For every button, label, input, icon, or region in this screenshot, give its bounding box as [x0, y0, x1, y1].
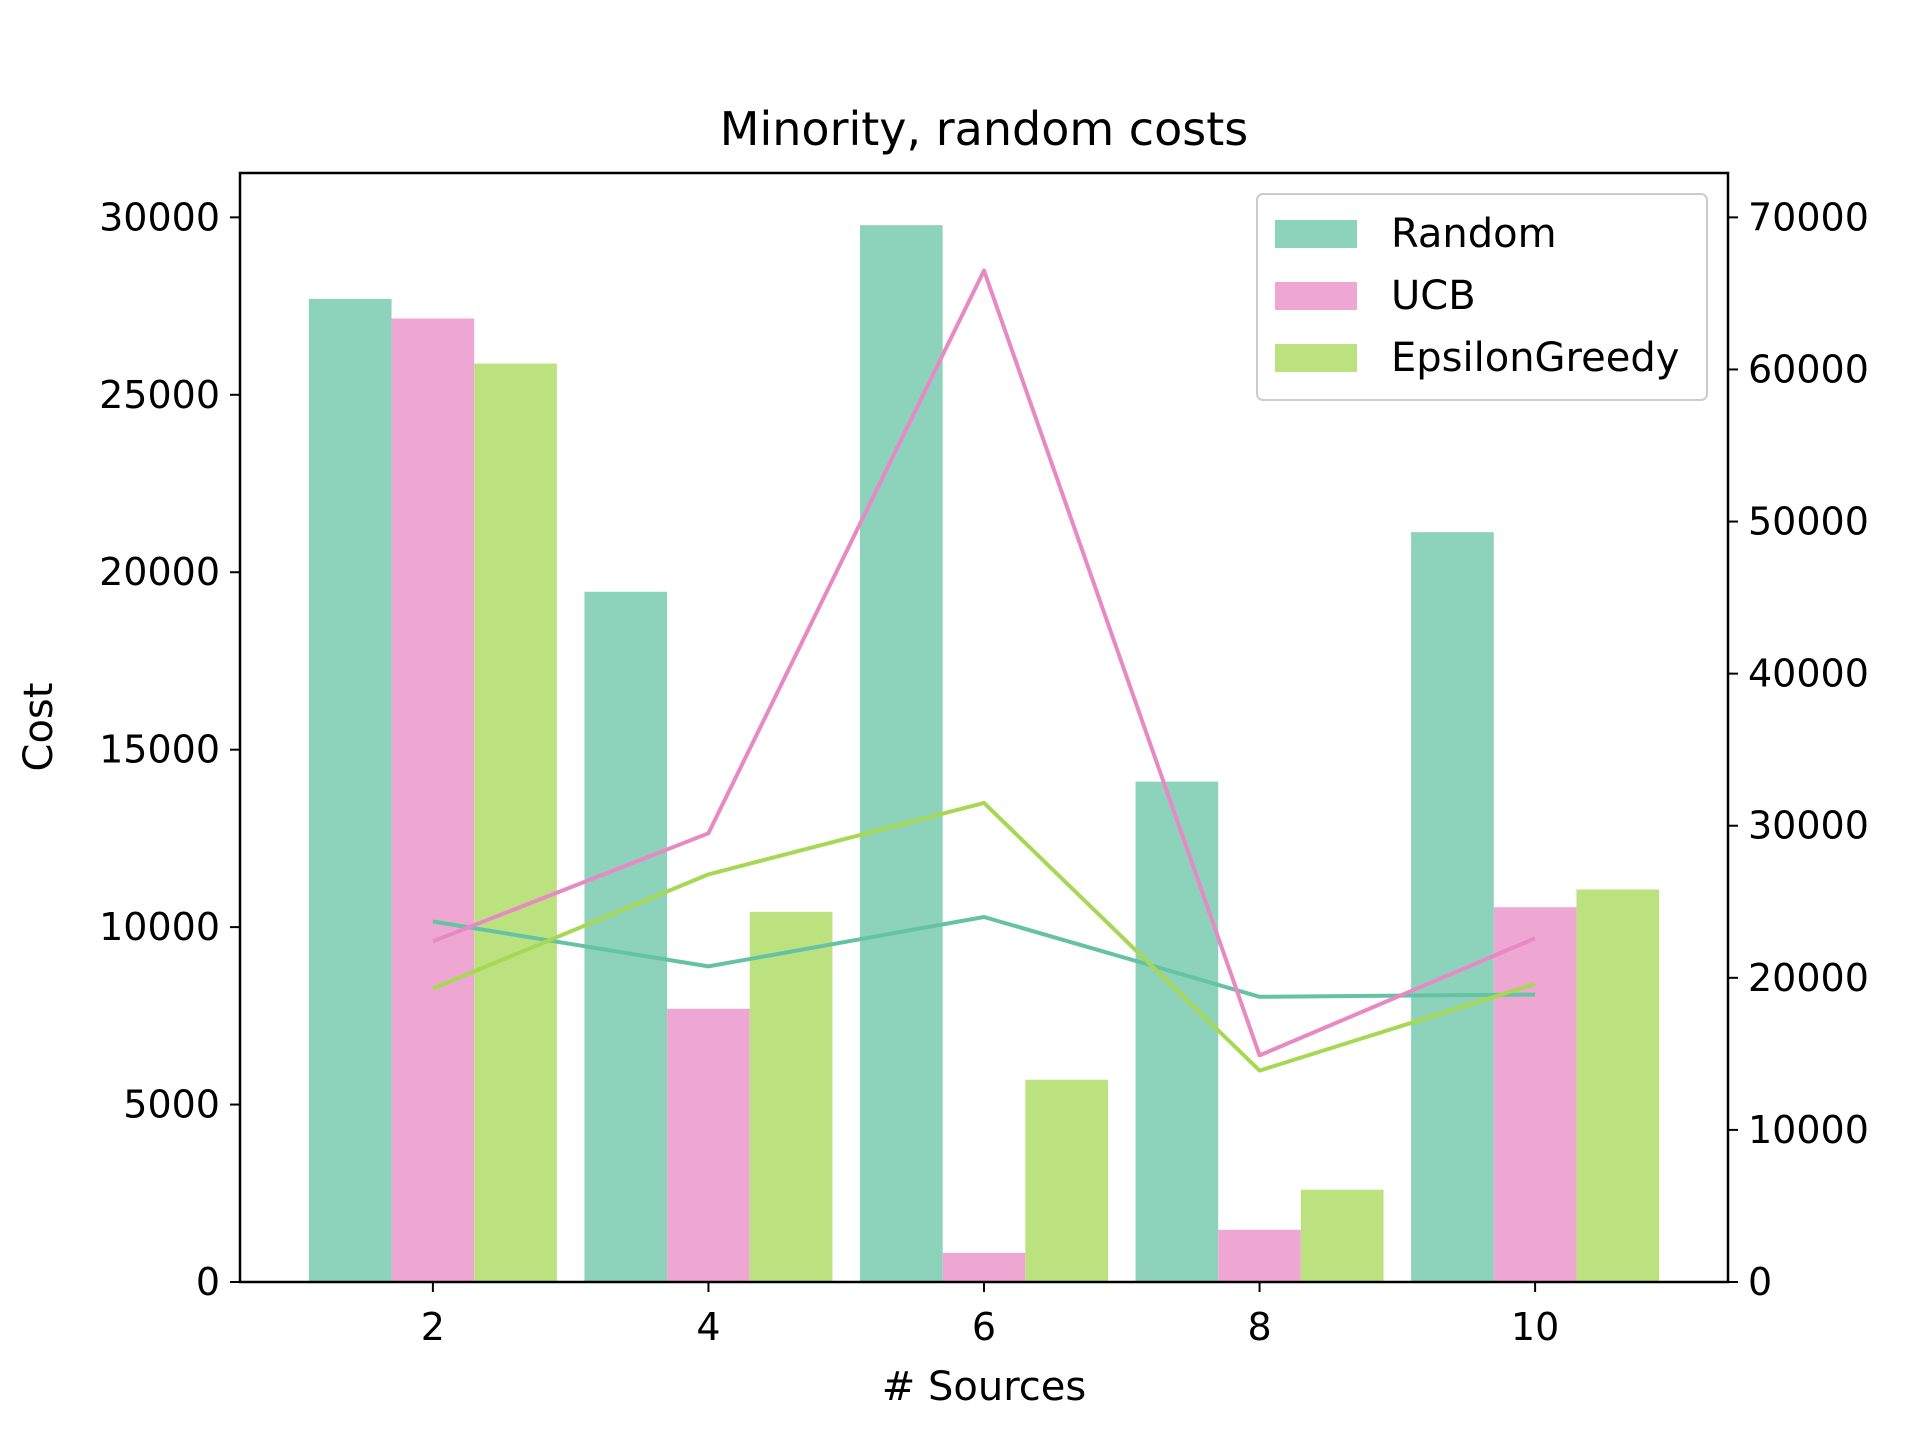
y-tick-label: 5000 [123, 1083, 220, 1127]
bar [1300, 1189, 1384, 1282]
x-tick-label: 8 [1247, 1305, 1271, 1349]
bar [1576, 889, 1660, 1282]
bar [942, 1252, 1026, 1282]
legend-swatch [1275, 344, 1357, 372]
legend-label: EpsilonGreedy [1391, 335, 1679, 381]
bar [667, 1008, 750, 1282]
bar [584, 591, 668, 1282]
series-line [432, 800, 1536, 1073]
y2-tick-label: 50000 [1748, 500, 1869, 544]
series-line [432, 915, 1536, 999]
legend-swatch [1275, 220, 1357, 248]
y-tick-label: 25000 [99, 373, 220, 417]
bar [860, 225, 943, 1282]
bar [474, 363, 557, 1282]
x-tick-label: 4 [696, 1305, 720, 1349]
x-axis-label: # Sources [882, 1364, 1086, 1410]
y-tick-label: 30000 [99, 195, 220, 239]
y2-tick-label: 40000 [1748, 652, 1869, 696]
series-line [432, 268, 1536, 1058]
x-axis: 2 4 6 8 10 [421, 1282, 1559, 1349]
y2-tick-label: 0 [1748, 1260, 1772, 1304]
bar [308, 298, 392, 1282]
y-axis-right: 0 10000 20000 30000 40000 50000 60000 70000 [1728, 195, 1869, 1304]
bars-group [308, 225, 1660, 1282]
y2-tick-label: 30000 [1748, 804, 1869, 848]
y2-tick-label: 10000 [1748, 1108, 1869, 1152]
bar [391, 318, 475, 1282]
y-tick-label: 0 [196, 1260, 220, 1304]
legend-swatch [1275, 282, 1357, 310]
y-tick-label: 20000 [99, 550, 220, 594]
x-tick-label: 2 [421, 1305, 445, 1349]
legend: Random UCB EpsilonGreedy [1256, 193, 1708, 401]
x-tick-label: 6 [972, 1305, 996, 1349]
y-axis-left: 0 5000 10000 15000 20000 25000 30000 [99, 195, 240, 1304]
y2-tick-label: 60000 [1748, 347, 1869, 391]
y2-tick-label: 20000 [1748, 956, 1869, 1000]
x-tick-label: 10 [1511, 1305, 1559, 1349]
bar [1025, 1079, 1108, 1282]
legend-box [1256, 193, 1708, 401]
bar [1493, 907, 1577, 1282]
legend-label: UCB [1391, 273, 1476, 319]
y2-tick-label: 70000 [1748, 195, 1869, 239]
chart-title: Minority, random costs [720, 102, 1248, 156]
y-tick-label: 10000 [99, 905, 220, 949]
bar [1218, 1229, 1301, 1282]
bar [1411, 532, 1494, 1282]
y-tick-label: 15000 [99, 728, 220, 772]
legend-label: Random [1391, 211, 1557, 257]
bar [1135, 781, 1219, 1282]
bar [749, 911, 833, 1282]
y-axis-label: Cost [16, 683, 62, 772]
lines-group [432, 268, 1536, 1073]
